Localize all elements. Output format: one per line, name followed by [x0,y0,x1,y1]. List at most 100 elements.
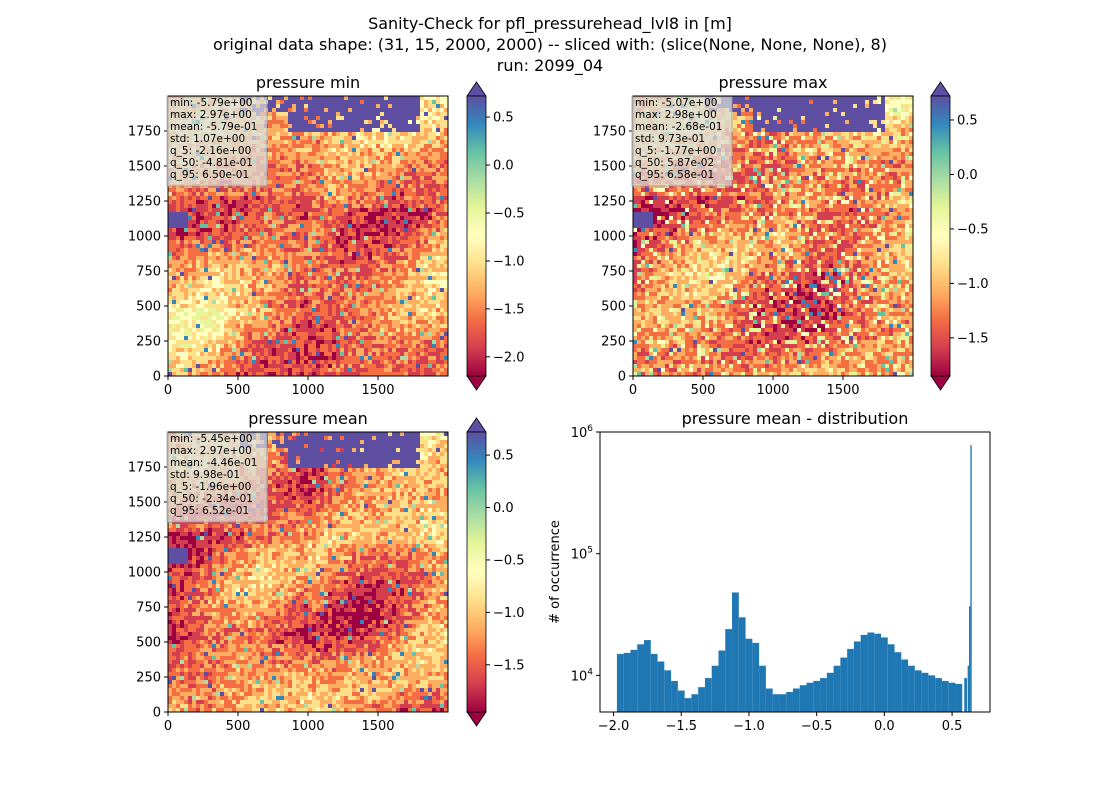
heatmap-cell [364,156,368,160]
heatmap-cell [228,372,232,376]
heatmap-cell [440,188,444,192]
heatmap-cell [292,184,296,188]
heatmap-cell [356,204,360,208]
heatmap-cell [180,236,184,240]
heatmap-cell [400,348,404,352]
heatmap-cell [384,364,388,368]
heatmap-cell [324,176,328,180]
heatmap-cell [308,116,312,120]
heatmap-cell [292,132,296,136]
heatmap-cell [308,356,312,360]
heatmap-cell [412,332,416,336]
heatmap-cell [396,312,400,316]
heatmap-cell [184,372,188,376]
heatmap-cell [304,260,308,264]
heatmap-cell [320,324,324,328]
heatmap-cell [436,128,440,132]
heatmap-cell [408,192,412,196]
heatmap-cell [184,204,188,208]
heatmap-cell [260,264,264,268]
heatmap-cell [200,240,204,244]
heatmap-cell [300,288,304,292]
heatmap-cell [332,268,336,272]
heatmap-cell [244,212,248,216]
heatmap-cell [212,260,216,264]
heatmap-cell [196,368,200,372]
heatmap-cell [348,124,352,128]
heatmap-cell [272,344,276,348]
heatmap-cell [324,360,328,364]
heatmap-cell [248,300,252,304]
heatmap-cell [396,136,400,140]
heatmap-cell [208,356,212,360]
heatmap-cell [416,368,420,372]
heatmap-cell [200,192,204,196]
heatmap-cell [432,160,436,164]
heatmap-cell [328,348,332,352]
heatmap-cell [416,268,420,272]
heatmap-cell [264,220,268,224]
heatmap-cell [368,372,372,376]
heatmap-cell [260,196,264,200]
heatmap-cell [216,316,220,320]
heatmap-cell [300,104,304,108]
heatmap-cell [364,140,368,144]
heatmap-cell [356,292,360,296]
heatmap-cell [320,308,324,312]
heatmap-cell [288,328,292,332]
heatmap-cell [428,288,432,292]
heatmap-cell [296,364,300,368]
heatmap-cell [240,228,244,232]
heatmap-cell [444,196,448,200]
heatmap-cell [388,184,392,188]
heatmap-cell [444,372,448,376]
heatmap-cell [428,104,432,108]
heatmap-cell [224,260,228,264]
heatmap-cell [432,364,436,368]
heatmap-cell [408,260,412,264]
heatmap-cell [372,340,376,344]
heatmap-cell [300,368,304,372]
heatmap-cell [212,356,216,360]
heatmap-cell [264,212,268,216]
heatmap-cell [440,172,444,176]
heatmap-cell [384,196,388,200]
heatmap-cell [300,284,304,288]
heatmap-cell [276,320,280,324]
heatmap-cell [264,332,268,336]
heatmap-cell [396,324,400,328]
heatmap-cell [320,352,324,356]
heatmap-cell [288,372,292,376]
heatmap-cell [188,300,192,304]
heatmap-cell [352,268,356,272]
heatmap-cell [284,184,288,188]
heatmap-cell [216,372,220,376]
heatmap-cell [268,144,272,148]
heatmap-cell [348,352,352,356]
heatmap-cell [196,260,200,264]
heatmap-cell [320,340,324,344]
heatmap-cell [392,100,396,104]
heatmap-cell [316,340,320,344]
heatmap-cell [348,264,352,268]
heatmap-cell [420,184,424,188]
heatmap-cell [372,180,376,184]
heatmap-cell [412,140,416,144]
heatmap-cell [308,340,312,344]
heatmap-cell [408,212,412,216]
heatmap-cell [296,244,300,248]
heatmap-cell [416,96,420,100]
heatmap-cell [344,256,348,260]
heatmap-cell [196,340,200,344]
heatmap-cell [228,240,232,244]
heatmap-cell [232,192,236,196]
heatmap-cell [224,216,228,220]
heatmap-cell [352,108,356,112]
heatmap-cell [408,156,412,160]
heatmap-cell [188,188,192,192]
heatmap-cell [440,252,444,256]
heatmap-cell [316,244,320,248]
heatmap-cell [292,312,296,316]
heatmap-cell [328,224,332,228]
heatmap-cell [240,260,244,264]
